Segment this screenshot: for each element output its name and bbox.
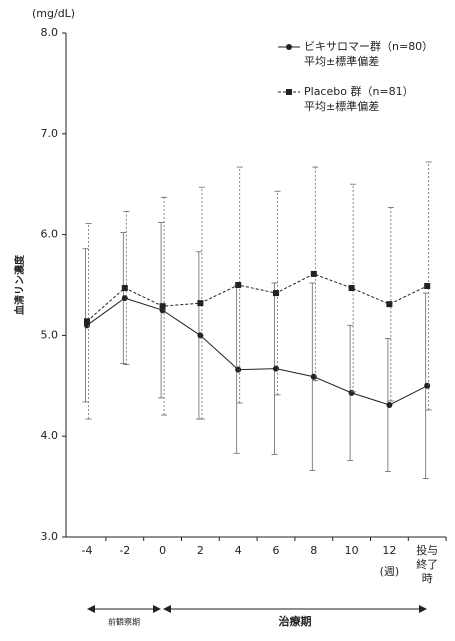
x-unit: (週) (380, 565, 400, 578)
y-tick-label: 4.0 (41, 429, 59, 442)
error-bar (198, 186, 205, 420)
legend-marker (286, 44, 292, 50)
y-tick-label: 3.0 (41, 530, 59, 543)
point (197, 300, 204, 307)
point (159, 303, 166, 310)
point (273, 290, 279, 297)
point (84, 318, 90, 325)
point (424, 382, 431, 389)
period-label: 前観察期 (108, 617, 140, 627)
point (197, 332, 204, 339)
point (273, 365, 279, 372)
legend-note: 平均±標準偏差 (304, 54, 379, 68)
point (348, 389, 355, 396)
point (121, 295, 128, 302)
x-tick-label: 4 (234, 544, 242, 557)
x-tick-label: -2 (119, 544, 131, 557)
point (121, 285, 128, 292)
x-tick-label: 6 (272, 544, 280, 557)
x-tick-label: 2 (196, 544, 204, 557)
legend-label: ビキサロマー群（n=80） (304, 39, 433, 53)
y-tick-label: 5.0 (41, 328, 59, 341)
y-tick-label: 7.0 (41, 127, 59, 140)
point (386, 401, 393, 408)
y-axis-label: 血清リン濃度 (13, 254, 26, 315)
y-tick-label: 8.0 (41, 26, 59, 39)
point (424, 283, 431, 290)
point (235, 366, 242, 373)
error-bar (425, 161, 432, 411)
point (310, 373, 317, 380)
x-tick-label: 投与終了時 (416, 544, 439, 585)
x-tick-label: 0 (159, 544, 167, 557)
x-tick-label: 8 (310, 544, 318, 557)
series-line (86, 273, 428, 322)
y-unit: (mg/dL) (32, 7, 75, 20)
legend-marker (286, 89, 292, 95)
point (348, 285, 355, 292)
point (386, 301, 393, 308)
x-tick-label: 12 (382, 544, 397, 557)
x-tick-label: -4 (81, 544, 93, 557)
series-line (86, 297, 428, 406)
period-label: 治療期 (279, 614, 312, 628)
legend-note: 平均±標準偏差 (304, 99, 379, 113)
legend-label: Placebo 群（n=81） (304, 84, 414, 98)
y-tick-label: 6.0 (41, 228, 59, 241)
point (310, 270, 317, 277)
error-bar (350, 183, 357, 393)
error-bar (312, 166, 319, 382)
x-tick-label: 10 (344, 544, 359, 557)
point (235, 282, 242, 288)
